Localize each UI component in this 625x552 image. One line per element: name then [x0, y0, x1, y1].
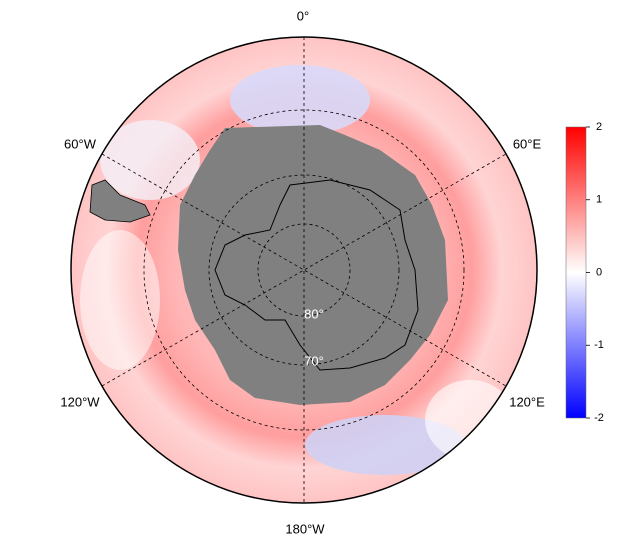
colorbar-tick-label: -1 — [594, 339, 604, 351]
colorbar-tick-label: 1 — [596, 194, 602, 206]
map-boundary — [70, 36, 538, 504]
lon-label: 60°E — [513, 136, 542, 151]
graticule — [143, 109, 465, 431]
lon-label: 120°E — [509, 394, 545, 409]
colorbar-tick-label: 0 — [596, 266, 602, 278]
lon-label: 120°W — [60, 394, 100, 409]
colorbar-tick-label: 2 — [596, 121, 602, 133]
lat-label: 70° — [304, 353, 324, 368]
colorbar — [565, 126, 587, 419]
lon-label: 180°W — [285, 521, 325, 536]
lon-label: 60°W — [64, 136, 97, 151]
lat-label: 80° — [304, 306, 324, 321]
lon-label: 0° — [297, 8, 309, 23]
colorbar-ticks: -2 -1 0 1 2 — [586, 121, 604, 424]
coastline — [214, 179, 419, 371]
colorbar-tick-label: -2 — [594, 412, 604, 424]
south-america — [89, 179, 151, 223]
